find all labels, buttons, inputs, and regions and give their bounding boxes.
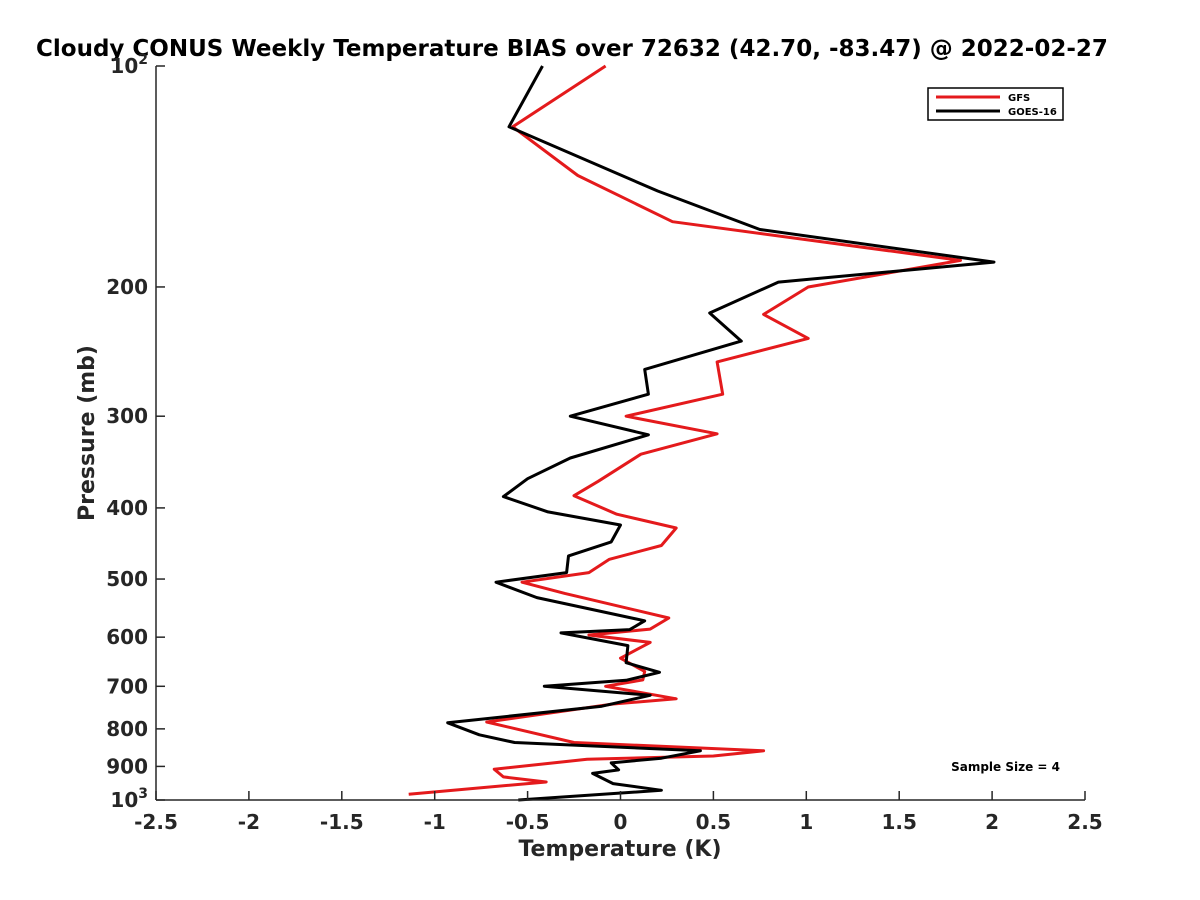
- y-tick-label: 900: [106, 754, 148, 778]
- y-tick-label: 102: [110, 52, 148, 78]
- sample-size-annotation: Sample Size = 4: [951, 760, 1060, 774]
- y-tick-label: 700: [106, 674, 148, 698]
- y-tick-label: 600: [106, 625, 148, 649]
- y-tick-label: 400: [106, 496, 148, 520]
- legend-label-gfs: GFS: [1008, 93, 1030, 104]
- x-tick-label: -2.5: [134, 810, 178, 834]
- x-tick-label: 0: [614, 810, 628, 834]
- series-line-gfs: [408, 64, 962, 796]
- x-tick-label: -1.5: [320, 810, 364, 834]
- y-tick-label: 500: [106, 567, 148, 591]
- y-tick-label: 300: [106, 404, 148, 428]
- x-axis-label: Temperature (K): [518, 837, 721, 862]
- y-tick-label: 200: [106, 275, 148, 299]
- x-tick-label: 1.5: [881, 810, 916, 834]
- legend-box: [927, 87, 1064, 121]
- x-tick-label: 2: [985, 810, 999, 834]
- chart-title: Cloudy CONUS Weekly Temperature BIAS ove…: [36, 36, 1108, 62]
- axis-layer: -2.5 -2 -1.5 -1 -0.5 0 0.5 1 1.5 2 2.5 102 200 300 400…: [106, 52, 1102, 834]
- x-tick-label: 1: [799, 810, 813, 834]
- legend: GFS GOES-16: [927, 87, 1064, 121]
- y-tick-label: 800: [106, 717, 148, 741]
- x-tick-label: -2: [238, 810, 260, 834]
- series-layer: [408, 64, 996, 802]
- legend-label-goes-16: GOES-16: [1008, 107, 1057, 118]
- x-tick-label: 0.5: [696, 810, 731, 834]
- x-tick-label: 2.5: [1067, 810, 1102, 834]
- x-tick-label: -1: [424, 810, 446, 834]
- y-tick-label: 103: [110, 786, 148, 812]
- y-axis-label: Pressure (mb): [75, 345, 100, 521]
- x-tick-label: -0.5: [506, 810, 550, 834]
- series-line-goes-16: [446, 65, 996, 802]
